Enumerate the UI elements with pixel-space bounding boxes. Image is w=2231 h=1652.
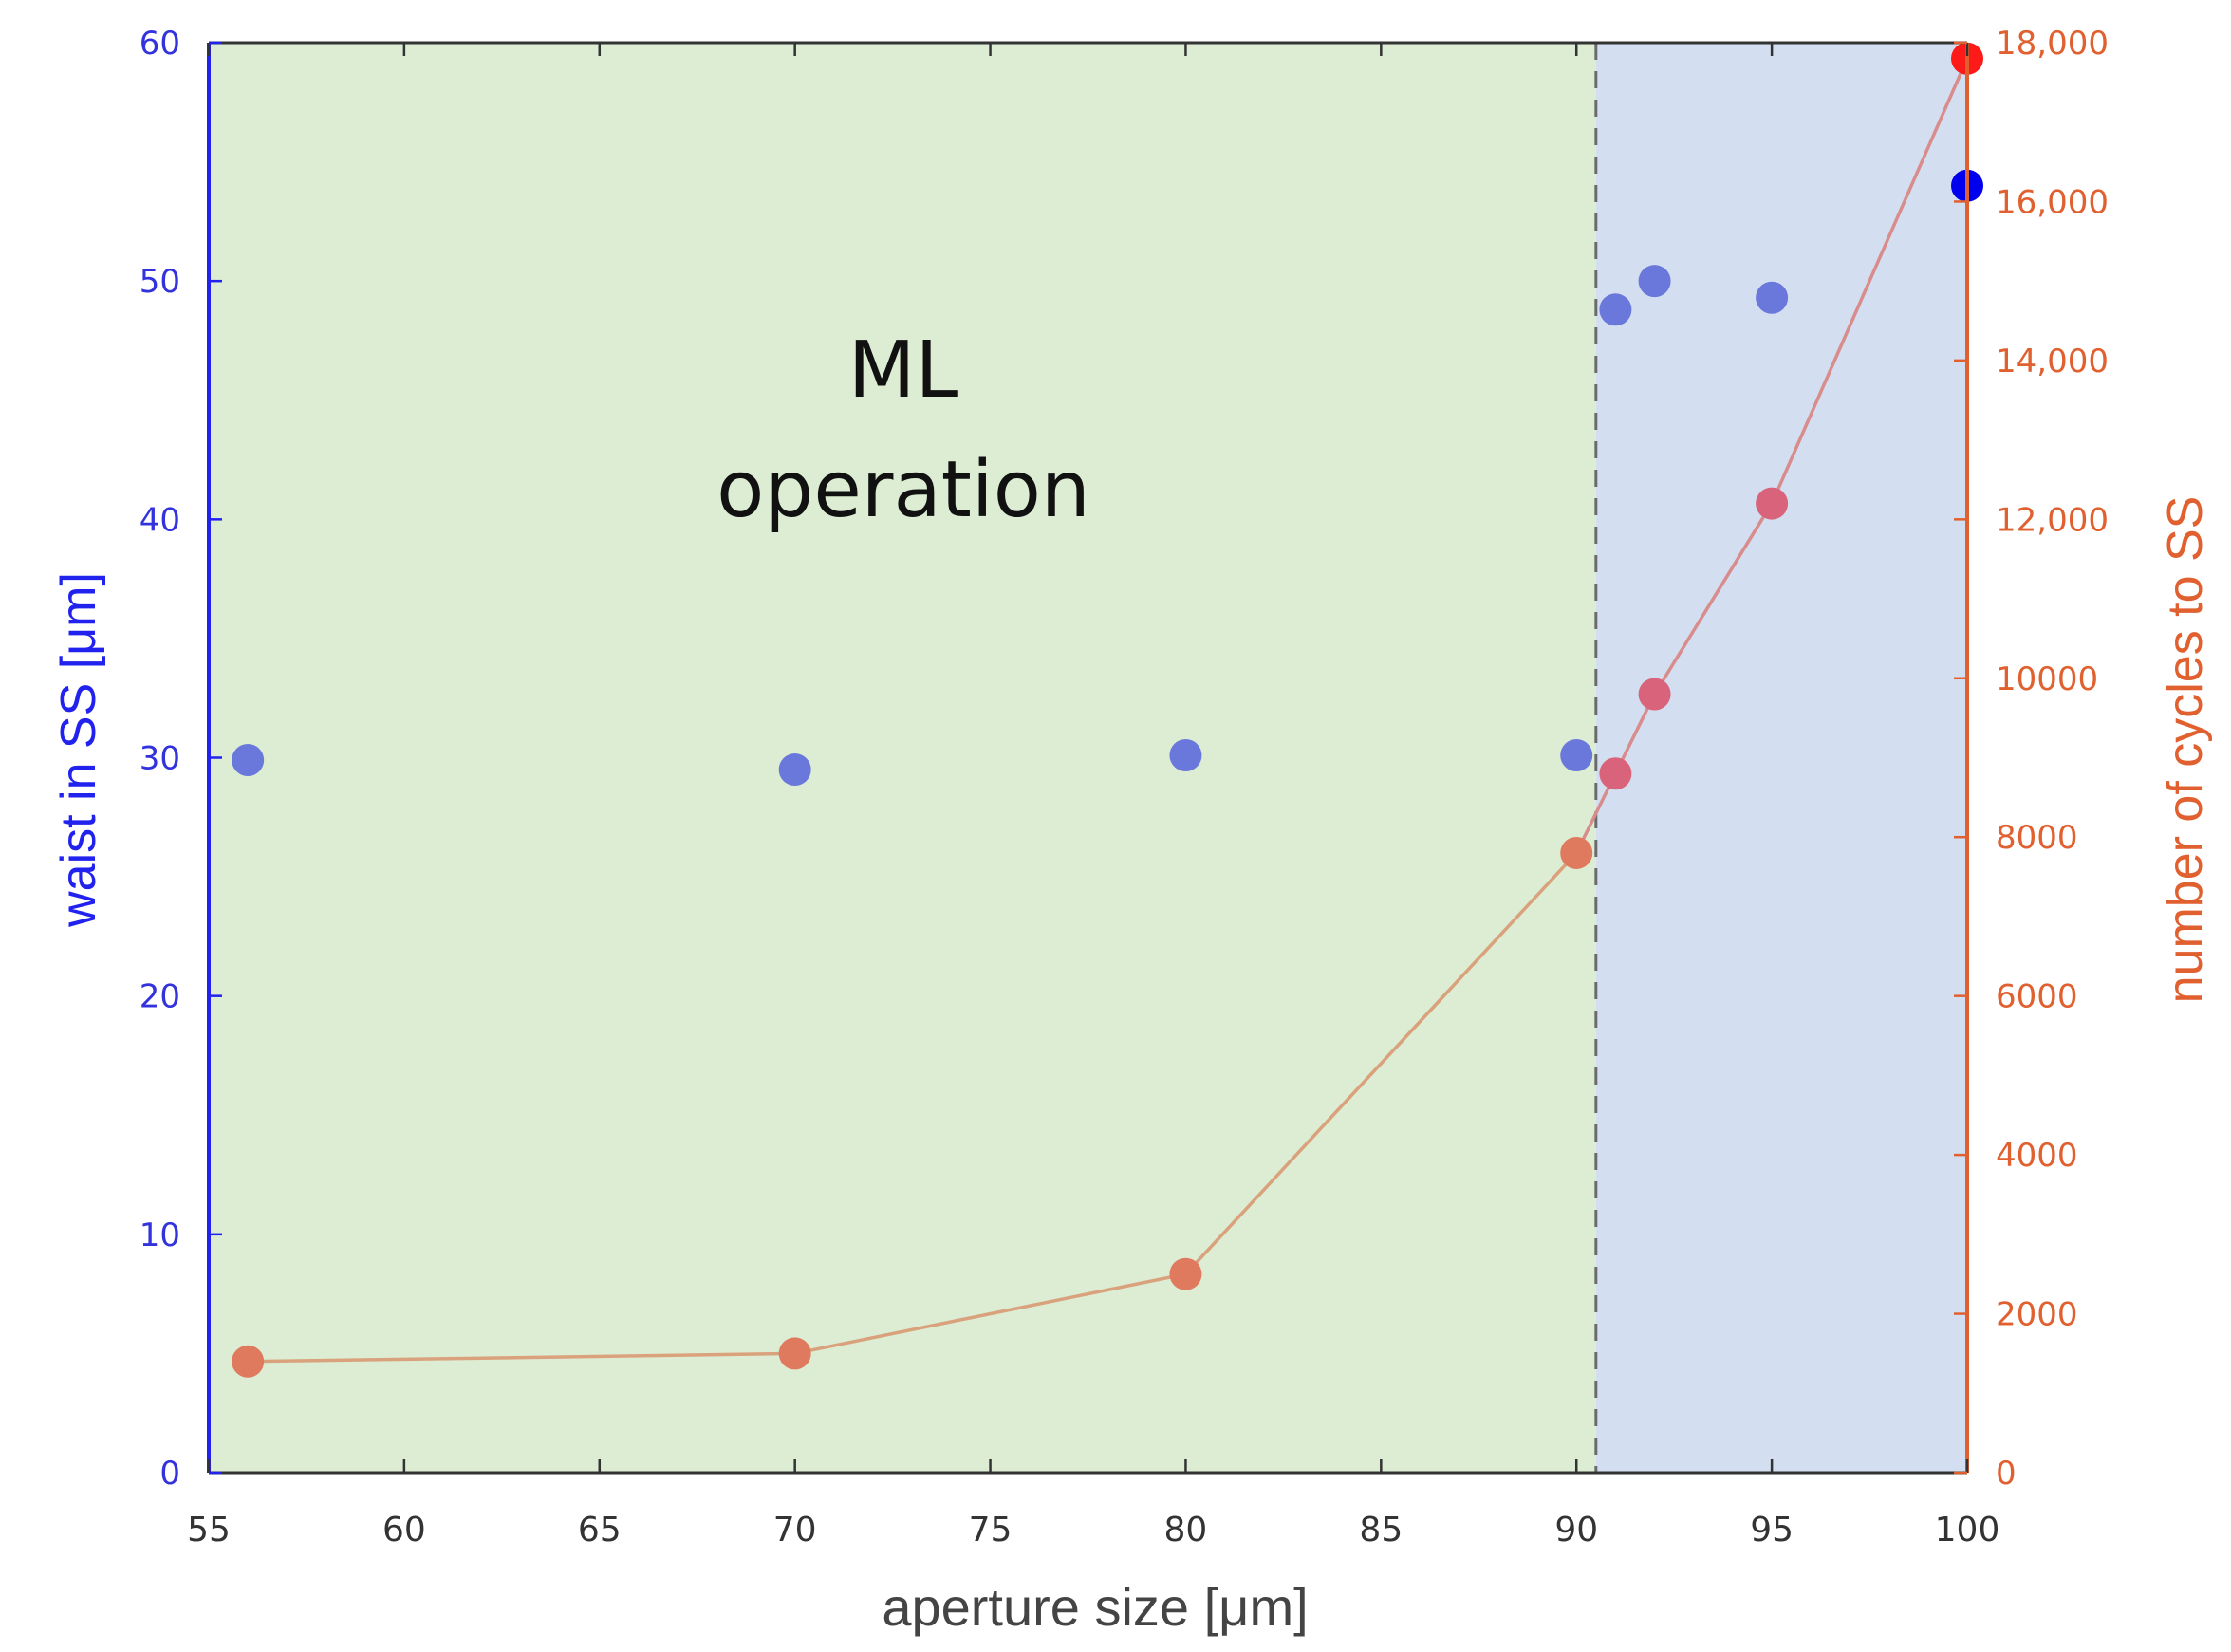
x-tick-label: 85 [1359, 1511, 1403, 1550]
y-right-tick-label: 0 [1996, 1455, 2017, 1493]
x-tick-label: 90 [1554, 1511, 1598, 1550]
x-tick-label: 100 [1935, 1511, 2000, 1550]
x-tick-label: 75 [969, 1511, 1013, 1550]
cycles-point [1560, 836, 1593, 869]
y-left-axis-label: waist in SS [μm] [51, 572, 106, 928]
y-right-tick-label: 6000 [1996, 978, 2078, 1016]
y-right-tick-label: 18,000 [1996, 25, 2109, 63]
y-right-axis-label: number of cycles to SS [2158, 496, 2213, 1004]
annotation-ml: ML [848, 325, 959, 416]
y-right-tick-label: 12,000 [1996, 501, 2109, 539]
ticks: 55 60 65 70 75 80 85 90 95 100 0 10 20 30 40 50 60 0 2000 4… [139, 25, 2109, 1550]
cycles-point [1599, 757, 1632, 790]
cycles-point [232, 1345, 265, 1378]
cycles-line-segment [1653, 502, 1774, 696]
y-left-tick-label: 40 [139, 501, 180, 539]
y-left-tick-label: 60 [139, 25, 180, 63]
cycles-point [1638, 678, 1671, 711]
x-tick-label: 95 [1750, 1511, 1794, 1550]
x-axis-label: aperture size [μm] [882, 1577, 1308, 1637]
y-right-tick-label: 14,000 [1996, 343, 2109, 381]
waist-point [232, 744, 265, 777]
waist-point [1756, 281, 1789, 314]
y-left-tick-label: 0 [159, 1455, 180, 1493]
x-tick-label: 65 [578, 1511, 622, 1550]
cycles-point [778, 1337, 811, 1370]
cycles-point [1756, 487, 1789, 520]
y-left-tick-label: 30 [139, 740, 180, 778]
cycles-line-segment [1770, 58, 1969, 505]
regions [209, 43, 1967, 1473]
x-tick-label: 70 [773, 1511, 817, 1550]
y-right-tick-label: 8000 [1996, 819, 2078, 857]
y-right-tick-label: 10000 [1996, 660, 2098, 698]
waist-point [1599, 293, 1632, 326]
y-left-tick-label: 10 [139, 1216, 180, 1254]
x-tick-label: 55 [187, 1511, 231, 1550]
y-right-tick-label: 16,000 [1996, 183, 2109, 221]
cycles-point [1169, 1257, 1202, 1290]
region-1 [1595, 43, 1967, 1473]
cycles-line-segment [794, 1271, 1186, 1356]
cycles-line-segment [1184, 851, 1578, 1275]
waist-point [778, 753, 811, 787]
x-tick-label: 60 [382, 1511, 426, 1550]
series-points [232, 42, 1983, 1378]
y-right-tick-label: 2000 [1996, 1296, 2078, 1334]
x-tick-label: 80 [1164, 1511, 1208, 1550]
annotation-operation: operation [716, 445, 1090, 535]
waist-point [1560, 738, 1593, 771]
waist-point [1638, 265, 1671, 298]
region-0 [209, 43, 1596, 1473]
y-left-tick-label: 20 [139, 978, 180, 1016]
y-right-tick-label: 4000 [1996, 1137, 2078, 1175]
waist-point [1169, 738, 1202, 771]
y-left-tick-label: 50 [139, 263, 180, 301]
cycles-line-segment [248, 1351, 795, 1364]
